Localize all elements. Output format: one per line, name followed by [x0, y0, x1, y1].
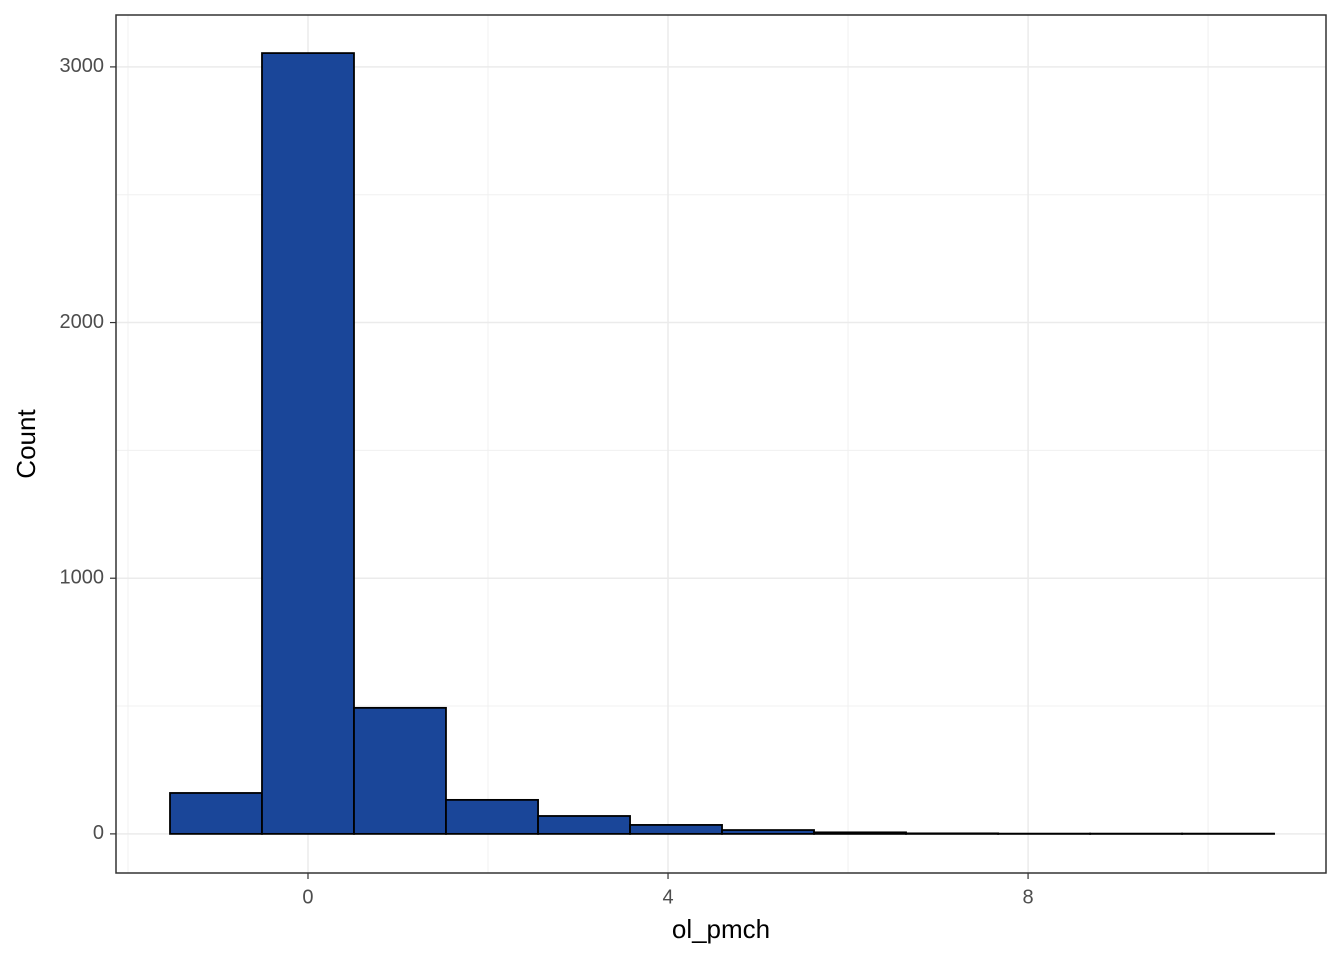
bar	[721, 829, 815, 835]
y-axis-label: Count	[11, 409, 41, 479]
x-axis-label: ol_pmch	[672, 914, 770, 944]
x-tick-label: 8	[1023, 886, 1034, 908]
panel-border	[115, 14, 1327, 874]
bar	[629, 824, 723, 835]
x-tick-label: 4	[662, 886, 673, 908]
y-tick-label: 0	[93, 822, 104, 844]
bar	[813, 831, 907, 835]
bar	[169, 792, 263, 835]
bar	[537, 815, 631, 835]
bar	[905, 832, 999, 835]
bar	[445, 798, 539, 835]
y-tick-label: 1000	[60, 567, 105, 589]
bar	[353, 706, 447, 835]
y-tick-label: 3000	[60, 55, 105, 77]
y-tick-label: 2000	[60, 311, 105, 333]
bar	[261, 52, 355, 835]
x-tick-label: 0	[302, 886, 313, 908]
